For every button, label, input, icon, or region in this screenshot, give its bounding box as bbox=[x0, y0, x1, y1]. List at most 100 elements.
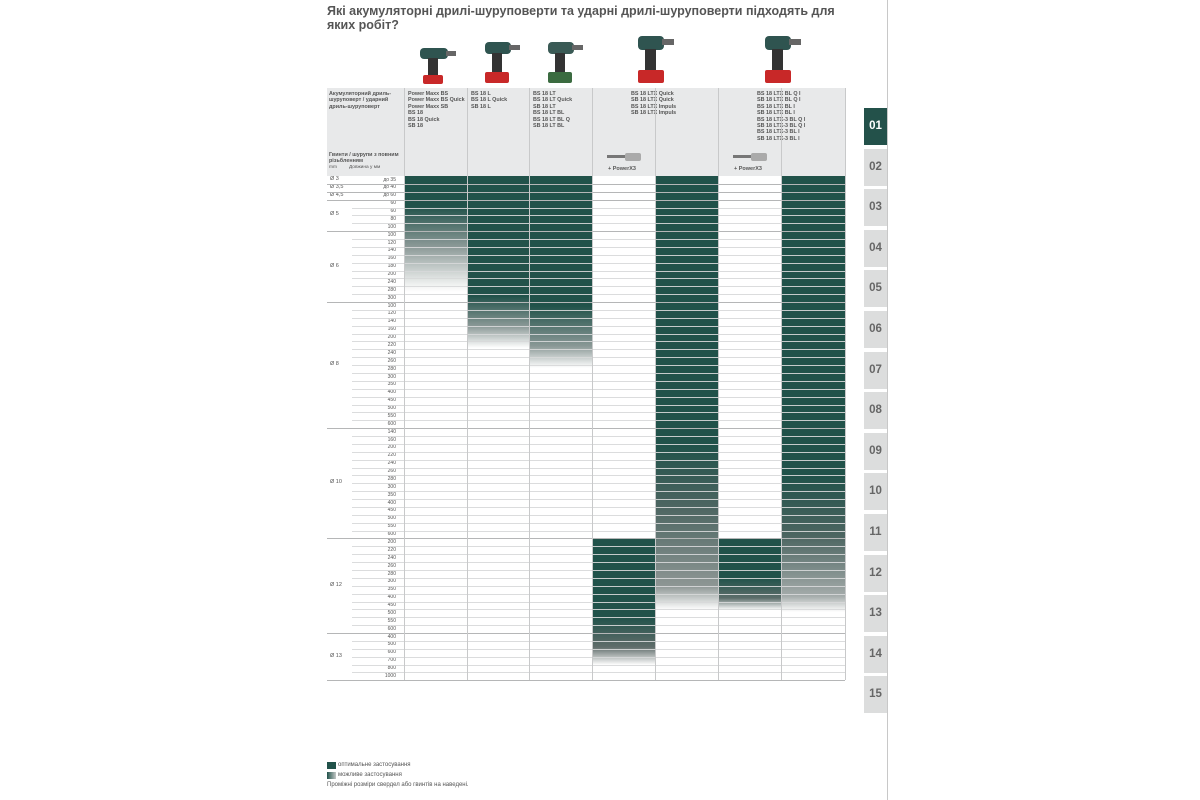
row-divider bbox=[352, 649, 845, 650]
tab-section-04[interactable]: 04 bbox=[864, 229, 887, 267]
row-diameter-label: Ø 8 bbox=[330, 361, 339, 368]
row-length-label: 260 bbox=[387, 562, 396, 569]
row-length-label: до 40 bbox=[383, 184, 396, 191]
header-left-label: Акумуляторний дриль-шуруповерт / ударний… bbox=[329, 91, 392, 110]
tab-section-12[interactable]: 12 bbox=[864, 554, 887, 592]
row-length-label: 100 bbox=[387, 302, 396, 309]
suitability-bar-3 bbox=[530, 176, 592, 368]
row-divider bbox=[352, 483, 845, 484]
unit-mm: mm bbox=[329, 165, 337, 170]
row-divider bbox=[352, 515, 845, 516]
row-divider bbox=[352, 546, 845, 547]
row-diameter-label: Ø 12 bbox=[330, 581, 342, 588]
row-divider bbox=[352, 263, 845, 264]
suitability-bar-7 bbox=[719, 538, 781, 611]
row-length-label: 450 bbox=[387, 602, 396, 609]
row-diameter-label: Ø 3 bbox=[330, 176, 339, 182]
row-divider bbox=[352, 444, 845, 445]
row-length-label: 120 bbox=[387, 239, 396, 246]
tab-section-02[interactable]: 02 bbox=[864, 148, 887, 186]
row-diameter-label: Ø 10 bbox=[330, 479, 342, 486]
row-divider bbox=[352, 665, 845, 666]
tab-section-07[interactable]: 07 bbox=[864, 351, 887, 389]
row-divider bbox=[352, 381, 845, 382]
row-length-label: 200 bbox=[387, 334, 396, 341]
group-divider bbox=[327, 200, 845, 201]
tab-section-03[interactable]: 03 bbox=[864, 189, 887, 227]
row-divider bbox=[352, 554, 845, 555]
row-length-label: 200 bbox=[387, 271, 396, 278]
group-divider bbox=[327, 428, 845, 429]
row-divider bbox=[352, 657, 845, 658]
row-length-label: 300 bbox=[387, 483, 396, 490]
row-divider bbox=[352, 318, 845, 319]
row-divider bbox=[352, 357, 845, 358]
row-divider bbox=[352, 271, 845, 272]
row-length-label: 1000 bbox=[384, 672, 396, 679]
row-length-label: 140 bbox=[387, 428, 396, 435]
row-divider bbox=[352, 326, 845, 327]
tab-section-01[interactable]: 01 bbox=[864, 108, 887, 145]
group-divider bbox=[327, 302, 845, 303]
row-length-label: 350 bbox=[387, 491, 396, 498]
row-divider bbox=[352, 310, 845, 311]
tab-section-05[interactable]: 05 bbox=[864, 270, 887, 308]
row-length-label: 80 bbox=[390, 215, 396, 222]
row-length-label: 200 bbox=[387, 444, 396, 451]
row-length-label: 500 bbox=[387, 515, 396, 522]
row-length-label: 100 bbox=[387, 223, 396, 230]
tab-section-06[interactable]: 06 bbox=[864, 311, 887, 348]
unit-length: Довжина у мм bbox=[349, 165, 381, 170]
row-length-label: 160 bbox=[387, 436, 396, 443]
row-divider bbox=[352, 460, 845, 461]
row-divider bbox=[352, 609, 845, 610]
row-divider bbox=[352, 625, 845, 626]
row-length-label: 600 bbox=[387, 420, 396, 427]
column-models-4: BS 18 LTX Quick SB 18 LTX Quick BS 18 LT… bbox=[631, 91, 677, 117]
row-divider bbox=[352, 499, 845, 500]
tab-section-11[interactable]: 11 bbox=[864, 514, 887, 551]
tab-section-15[interactable]: 15 bbox=[864, 676, 887, 714]
row-length-label: 600 bbox=[387, 531, 396, 538]
column-divider bbox=[404, 88, 405, 681]
page-title: Які акумуляторні дрилі-шуруповерти та уд… bbox=[327, 4, 835, 32]
header-cell-5 bbox=[719, 88, 845, 176]
tab-section-10[interactable]: 10 bbox=[864, 473, 887, 511]
row-divider bbox=[352, 531, 845, 532]
suitability-bar-1 bbox=[405, 176, 467, 292]
row-length-label: 160 bbox=[387, 255, 396, 262]
row-divider bbox=[352, 412, 845, 413]
row-diameter-label: Ø 3,5 bbox=[330, 183, 344, 190]
row-divider bbox=[352, 365, 845, 366]
row-divider bbox=[352, 586, 845, 587]
tab-section-08[interactable]: 08 bbox=[864, 392, 887, 430]
column-models-1: Power Maxx BS Power Maxx BS Quick Power … bbox=[408, 91, 465, 130]
row-length-label: 280 bbox=[387, 286, 396, 293]
drill-image-1 bbox=[420, 48, 456, 84]
row-length-label: 100 bbox=[387, 231, 396, 238]
tab-section-14[interactable]: 14 bbox=[864, 635, 887, 673]
tab-section-13[interactable]: 13 bbox=[864, 595, 887, 633]
row-divider bbox=[352, 278, 845, 279]
row-length-label: 280 bbox=[387, 475, 396, 482]
row-divider bbox=[352, 389, 845, 390]
group-divider bbox=[327, 633, 845, 634]
header-left-cell bbox=[327, 88, 404, 176]
powerx3-icon-2 bbox=[733, 153, 767, 161]
row-divider bbox=[352, 672, 845, 673]
row-length-label: 60 bbox=[390, 200, 396, 207]
row-length-label: 450 bbox=[387, 507, 396, 514]
row-divider bbox=[352, 247, 845, 248]
row-length-label: 140 bbox=[387, 247, 396, 254]
row-length-label: 260 bbox=[387, 357, 396, 364]
row-length-label: 350 bbox=[387, 381, 396, 388]
row-length-label: 800 bbox=[387, 665, 396, 672]
row-length-label: 60 bbox=[390, 208, 396, 215]
row-length-label: 300 bbox=[387, 294, 396, 301]
row-length-label: 500 bbox=[387, 405, 396, 412]
suitability-bar-8 bbox=[782, 176, 845, 612]
tab-section-09[interactable]: 09 bbox=[864, 432, 887, 470]
row-divider bbox=[352, 641, 845, 642]
row-divider bbox=[352, 570, 845, 571]
row-divider bbox=[352, 491, 845, 492]
